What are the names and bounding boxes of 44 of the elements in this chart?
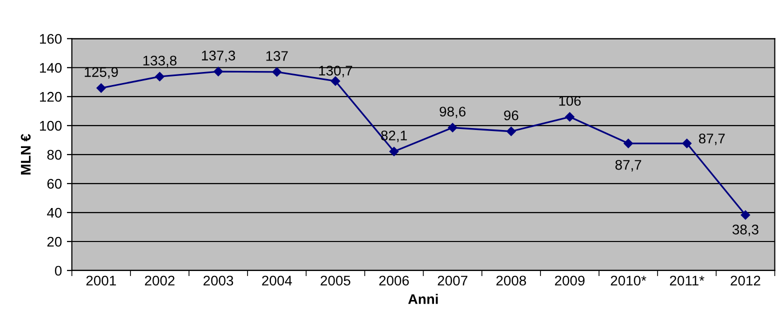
x-axis-title: Anni bbox=[408, 294, 438, 304]
point bbox=[624, 138, 633, 148]
point bbox=[96, 83, 106, 93]
x-tick-label: 2010* bbox=[610, 276, 646, 286]
y-tick-label: 120 bbox=[40, 92, 62, 102]
y-axis-title: MLN € bbox=[20, 134, 31, 174]
x-tick-label: 2008 bbox=[496, 276, 526, 286]
x-tick-label: 2011* bbox=[670, 276, 704, 286]
data-label: 133,8 bbox=[143, 56, 176, 68]
data-label: 137,3 bbox=[202, 50, 236, 62]
point bbox=[272, 67, 282, 77]
x-tick-label: 2005 bbox=[320, 276, 350, 286]
x-tick-label: 2004 bbox=[262, 276, 292, 286]
x-tick-label: 2001 bbox=[86, 276, 116, 286]
y-tick-label: 80 bbox=[47, 150, 62, 160]
data-label: 82,1 bbox=[381, 130, 407, 142]
x-tick-label: 2006 bbox=[379, 276, 409, 286]
y-tick-label: 160 bbox=[40, 34, 62, 44]
data-label: 98,6 bbox=[440, 106, 466, 118]
x-tick-label: 2003 bbox=[204, 276, 234, 286]
data-label: 96 bbox=[504, 110, 518, 120]
data-label: 87,7 bbox=[615, 160, 642, 172]
point bbox=[506, 126, 516, 136]
data-label: 130,7 bbox=[319, 66, 352, 78]
y-tick-label: 0 bbox=[54, 266, 62, 276]
x-tick-label: 2012 bbox=[730, 276, 760, 286]
point bbox=[740, 210, 750, 220]
point bbox=[214, 66, 223, 76]
x-tick-label: 2007 bbox=[438, 276, 468, 286]
data-label: 87,7 bbox=[698, 134, 725, 146]
y-tick-label: 40 bbox=[47, 208, 62, 218]
point bbox=[448, 122, 458, 132]
point bbox=[155, 72, 164, 82]
data-label: 38,3 bbox=[732, 224, 758, 236]
y-tick-label: 60 bbox=[47, 178, 62, 189]
y-tick-label: 140 bbox=[40, 62, 62, 73]
point bbox=[565, 112, 574, 122]
point bbox=[682, 138, 692, 148]
point bbox=[389, 146, 399, 156]
y-tick-label: 20 bbox=[47, 236, 62, 247]
x-tick-label: 2009 bbox=[554, 276, 585, 286]
x-tick-label: 2002 bbox=[144, 276, 174, 286]
y-tick-label: 100 bbox=[40, 120, 62, 131]
data-label: 137 bbox=[266, 51, 288, 61]
